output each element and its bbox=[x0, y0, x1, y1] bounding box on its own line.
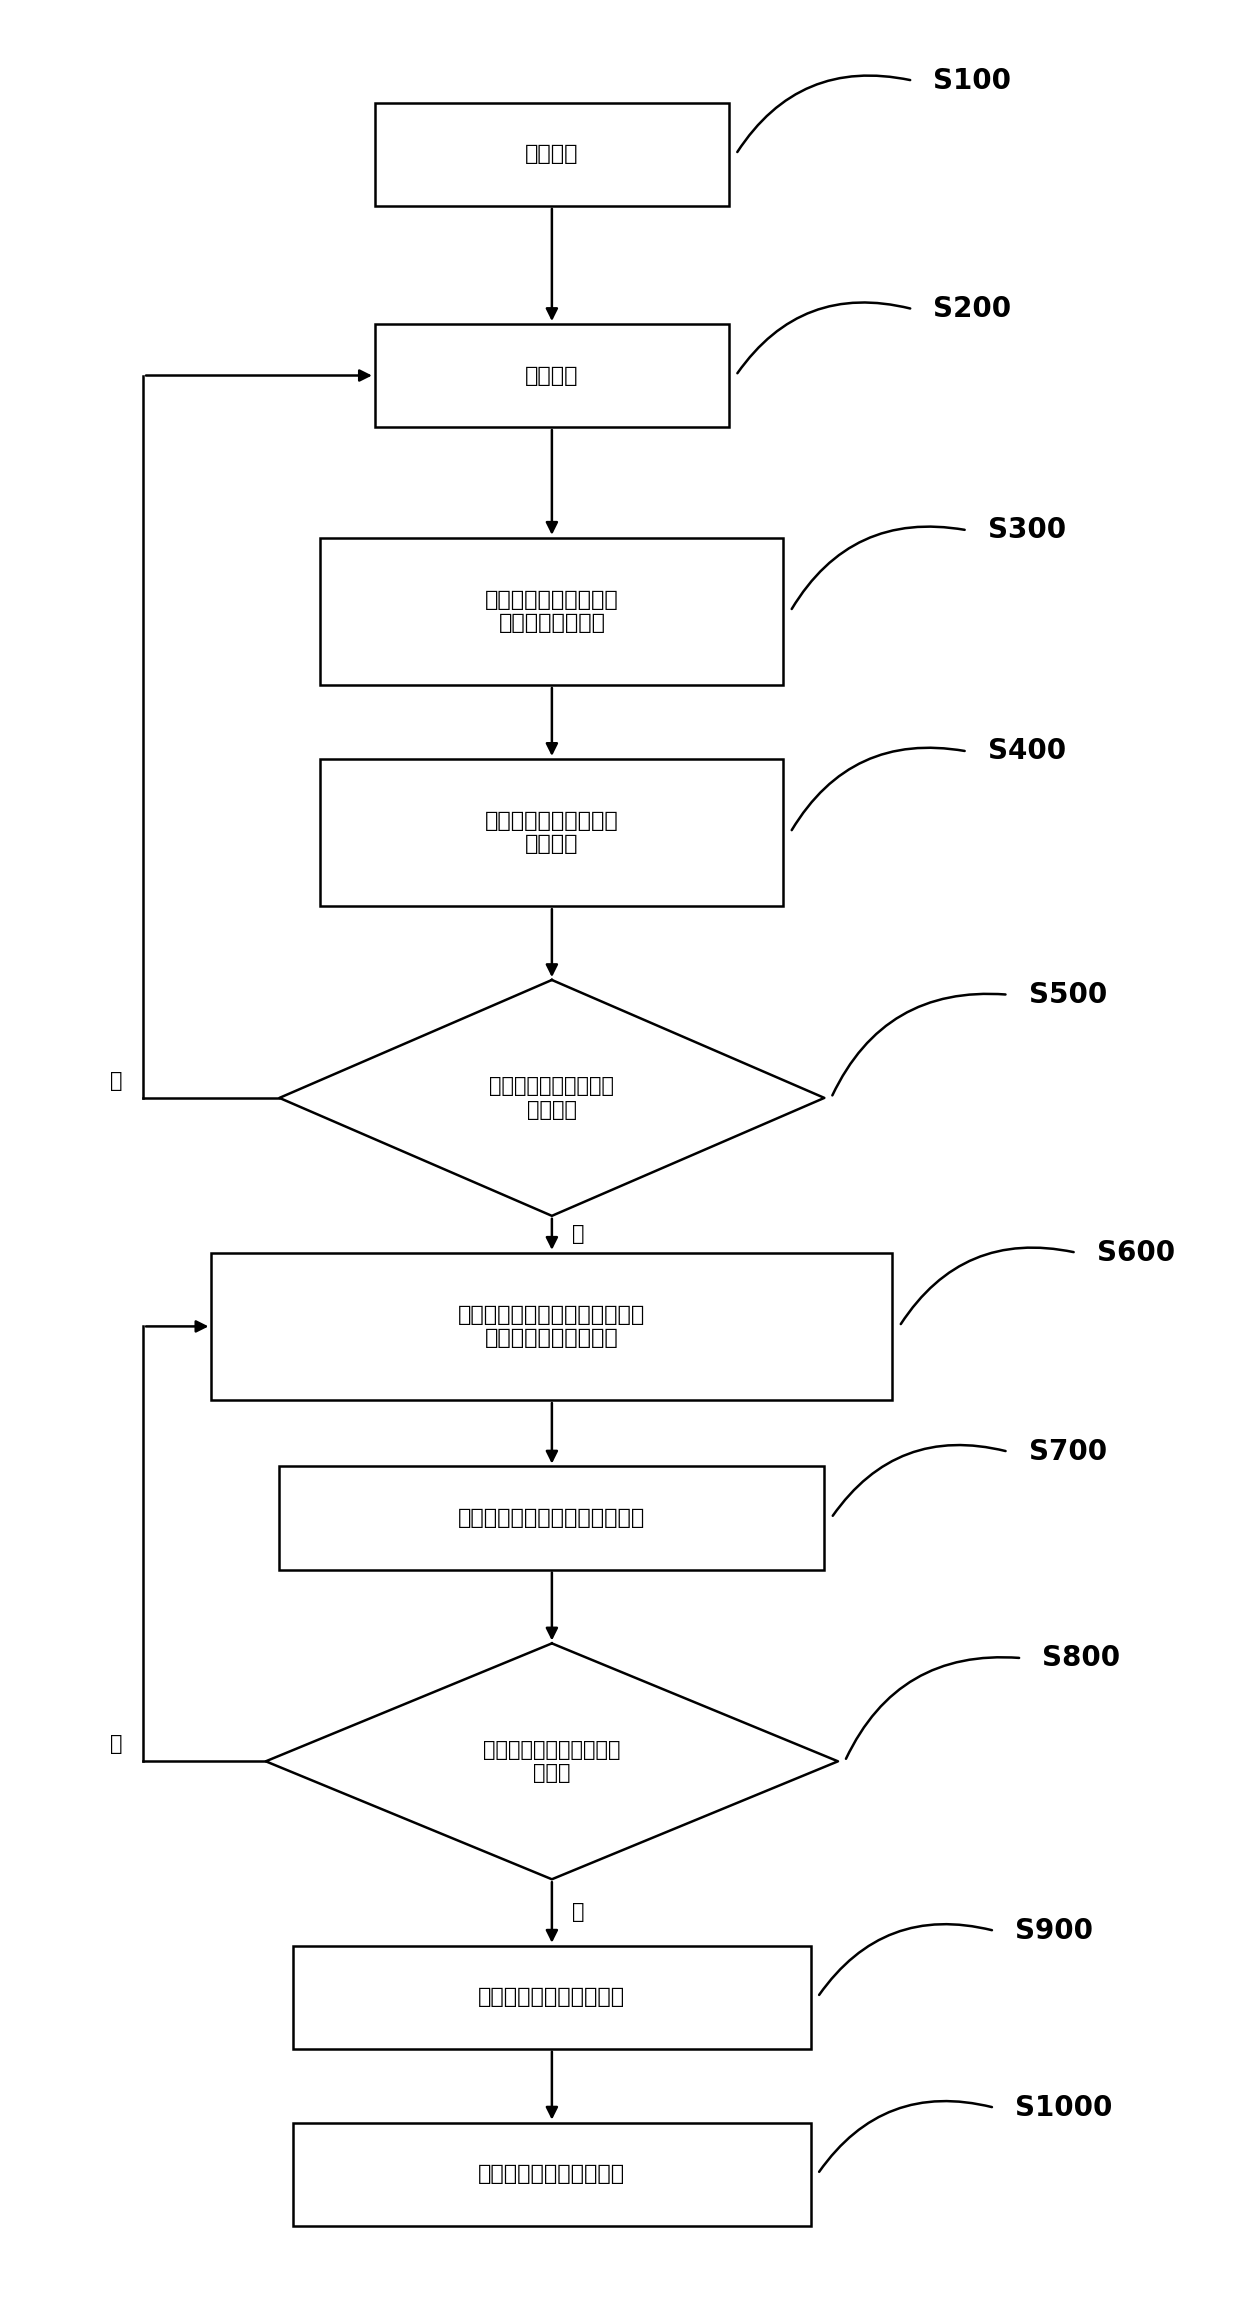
Bar bbox=[320, 538, 784, 685]
Text: 否: 否 bbox=[110, 1733, 123, 1754]
Text: S600: S600 bbox=[1097, 1239, 1176, 1267]
Text: 是: 是 bbox=[573, 1904, 585, 1922]
Text: S500: S500 bbox=[1029, 982, 1107, 1009]
Text: 对滑动相关结果进行峰均比计算: 对滑动相关结果进行峰均比计算 bbox=[459, 1508, 646, 1529]
Text: S900: S900 bbox=[1016, 1917, 1094, 1945]
Text: S400: S400 bbox=[988, 738, 1066, 766]
Text: 判断峰均比是否大于第
一门限值: 判断峰均比是否大于第 一门限值 bbox=[490, 1076, 614, 1120]
Text: 继续接收数据，将接收的数据与
已知序列进行滑动相关: 继续接收数据，将接收的数据与 已知序列进行滑动相关 bbox=[459, 1306, 646, 1347]
Text: S1000: S1000 bbox=[1016, 2094, 1112, 2122]
Bar bbox=[279, 1467, 825, 1570]
Bar bbox=[293, 2122, 811, 2225]
Text: 计算定时偏差并进行调整: 计算定时偏差并进行调整 bbox=[479, 1986, 625, 2007]
Text: S800: S800 bbox=[1043, 1644, 1121, 1671]
Text: 是: 是 bbox=[573, 1225, 585, 1244]
Text: 接收数据: 接收数据 bbox=[525, 366, 579, 386]
Bar bbox=[211, 1253, 893, 1400]
Text: 将接收到的数据与已知
序列进行滑动相关: 将接收到的数据与已知 序列进行滑动相关 bbox=[485, 591, 619, 632]
Text: 对滑动相关结果进行峰
均比计算: 对滑动相关结果进行峰 均比计算 bbox=[485, 812, 619, 855]
Bar bbox=[374, 103, 729, 207]
Bar bbox=[374, 324, 729, 428]
Text: 否: 否 bbox=[110, 1071, 123, 1090]
Text: 进入长前导数据接收状态: 进入长前导数据接收状态 bbox=[479, 2163, 625, 2184]
Bar bbox=[293, 1945, 811, 2048]
Bar bbox=[320, 759, 784, 906]
Text: 判断峰均比是否大于第二
门限值: 判断峰均比是否大于第二 门限值 bbox=[484, 1740, 621, 1784]
Text: S300: S300 bbox=[988, 517, 1066, 545]
Text: S100: S100 bbox=[934, 67, 1012, 94]
Text: S200: S200 bbox=[934, 294, 1012, 324]
Text: S700: S700 bbox=[1029, 1437, 1107, 1467]
Text: 启动侦听: 启动侦听 bbox=[525, 145, 579, 163]
